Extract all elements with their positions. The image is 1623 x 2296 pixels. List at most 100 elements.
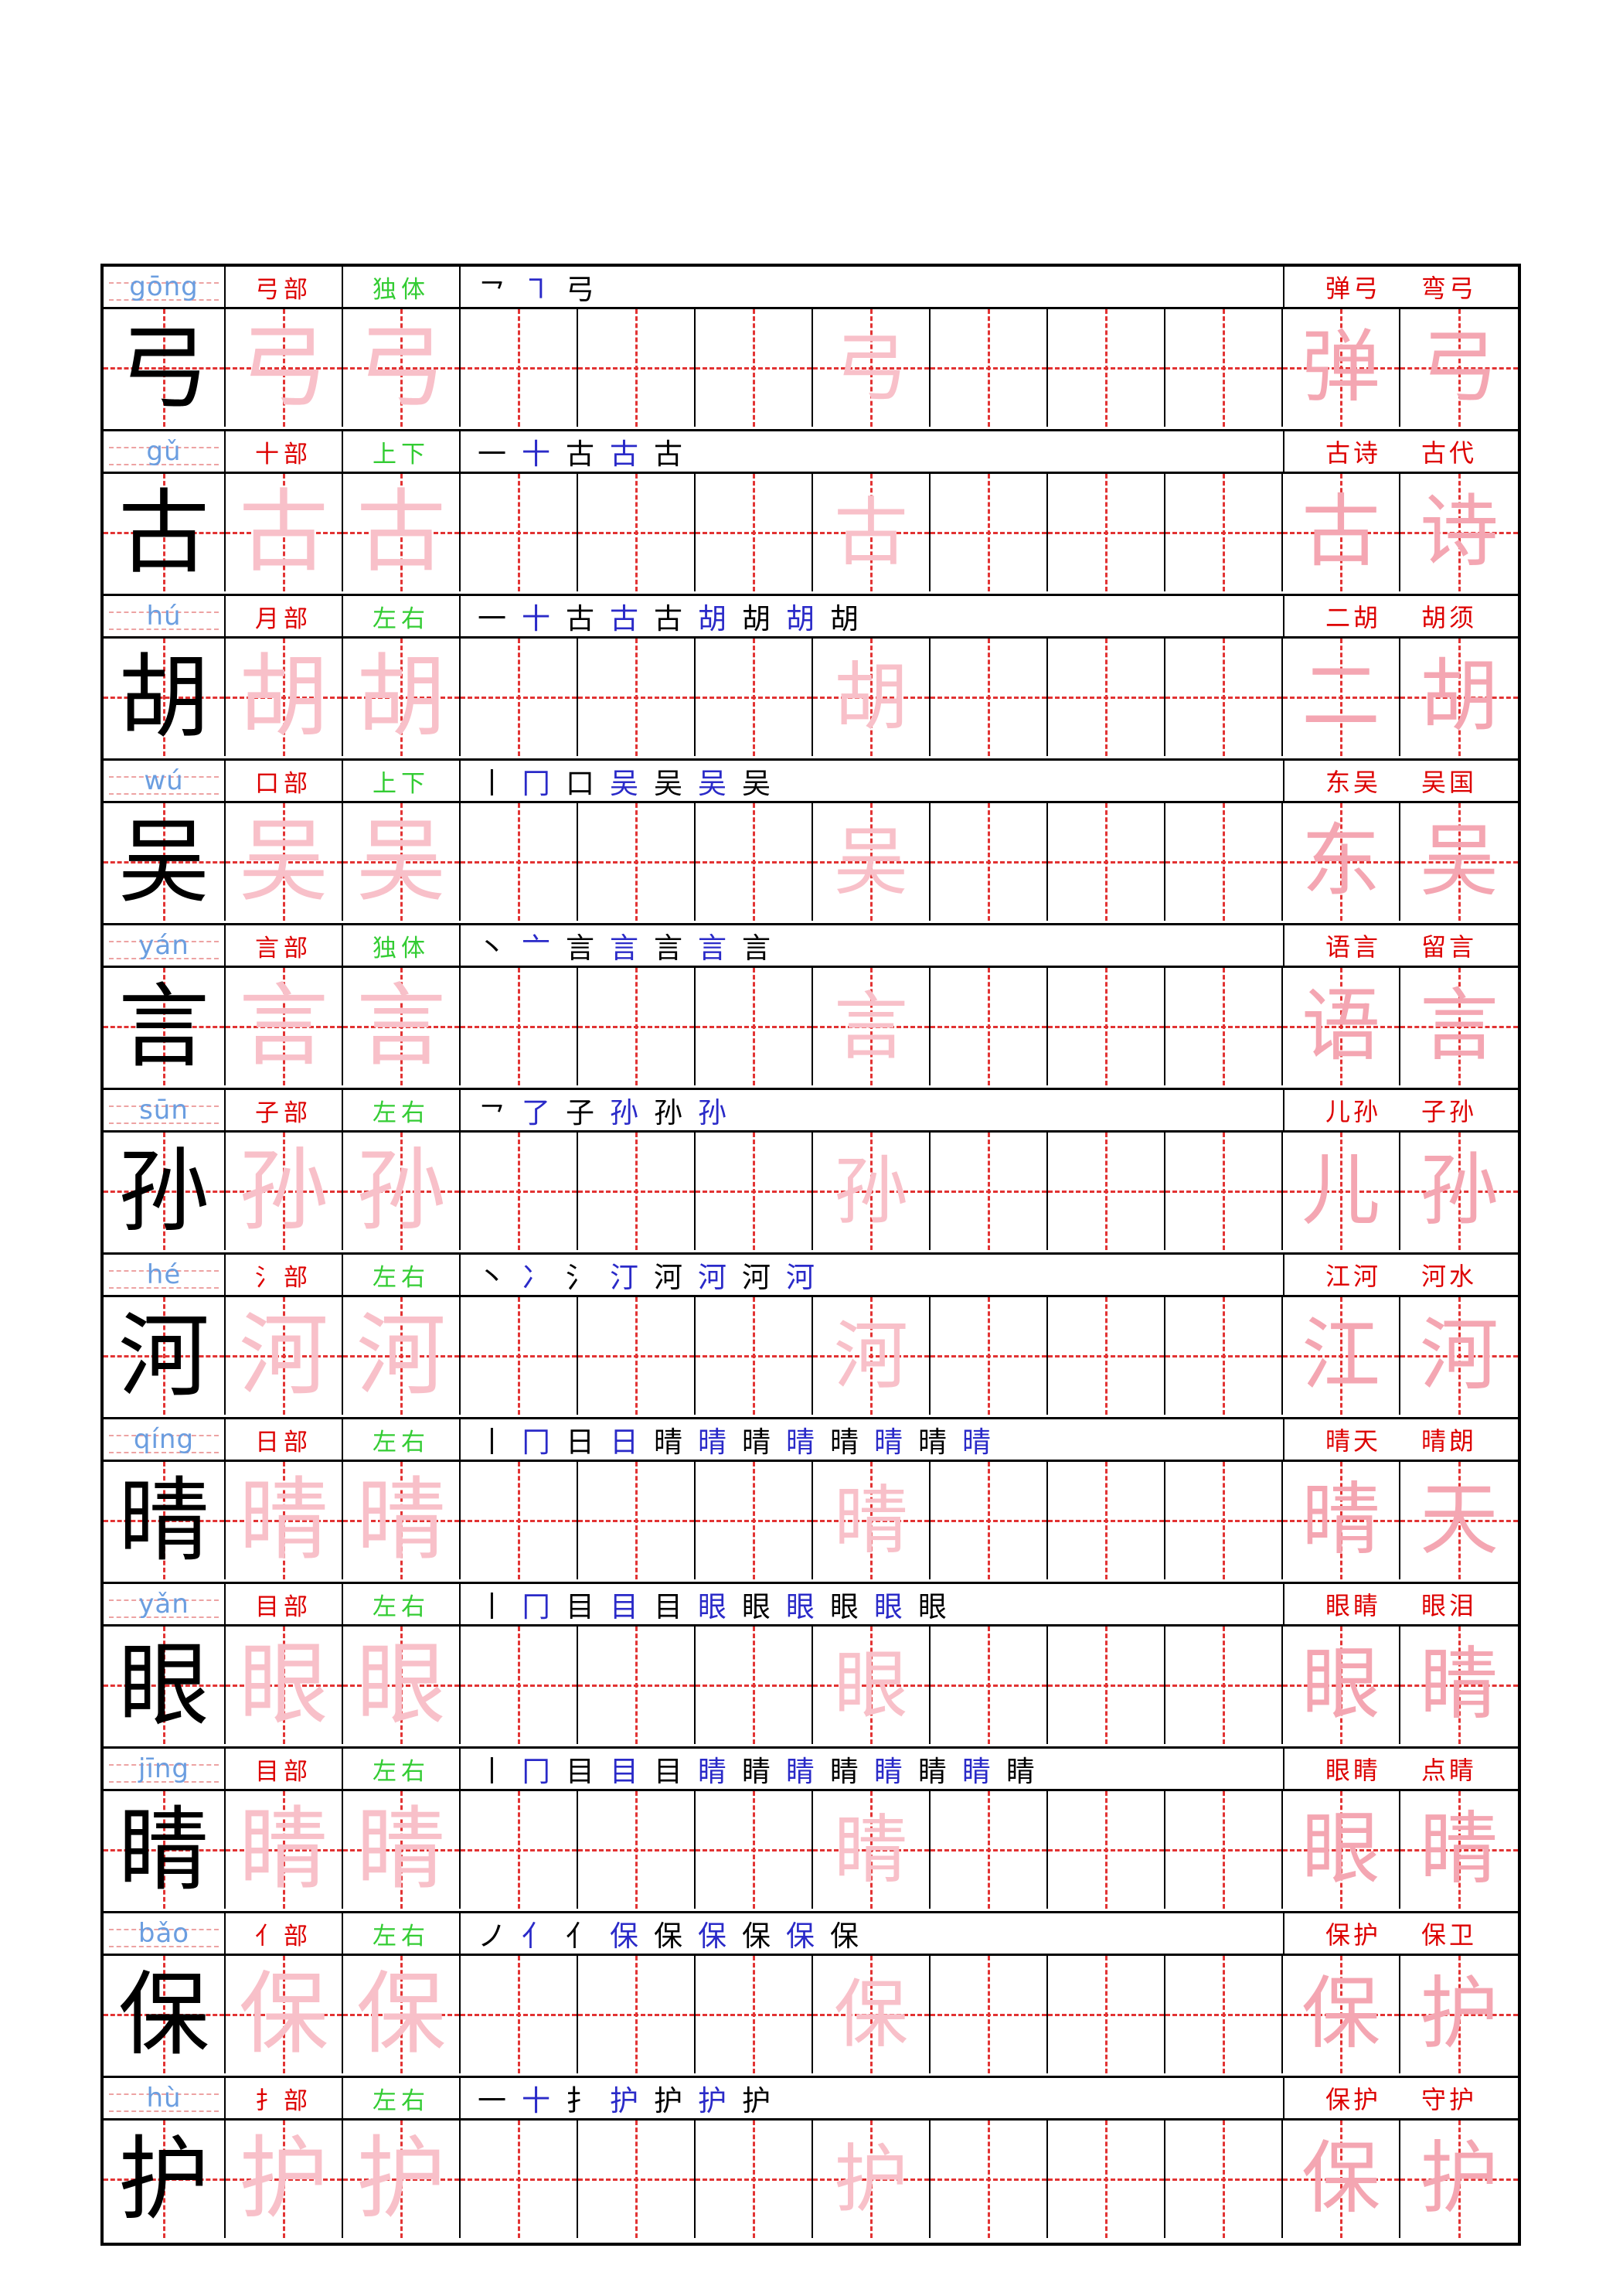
char-block: yǎn 目部 左右 丨冂目目目眼眼眼眼眼眼 眼睛 眼泪 眼 眼眼眼眼睛 [104,1584,1518,1749]
practice-cell [461,1297,578,1415]
practice-cell: 保 [343,1956,461,2073]
practice-cell [1165,1627,1283,1744]
middle-trace-char: 古 [834,489,908,576]
practice-cell [461,474,578,591]
practice-cell [696,1791,813,1909]
stroke-step: 亻 [566,1920,594,1953]
stroke-step: 胡 [698,602,726,635]
stroke-step: 亻 [522,1920,550,1953]
pinyin-cell: gǔ [104,431,226,472]
radical-text: 日部 [255,1428,312,1456]
model-char-cell: 言 [104,968,226,1085]
char-block: jīng 目部 左右 丨冂目目目睛睛睛睛睛睛睛睛 眼睛 点睛 睛 睛睛睛眼睛 [104,1749,1518,1913]
practice-cell [931,1791,1048,1909]
example-word-2: 子孙 [1421,1097,1478,1126]
practice-cell: 吴 [226,803,343,921]
practice-cell [696,474,813,591]
stroke-step: 吴 [610,767,638,800]
structure-text: 左右 [373,1757,430,1786]
structure-cell: 上下 [343,761,461,801]
practice-cell [578,2121,696,2238]
structure-cell: 上下 [343,431,461,472]
example-words-cell: 保护 保卫 [1284,1913,1518,1954]
trace-char: 河 [356,1303,446,1408]
example-words-cell: 晴天 晴朗 [1284,1419,1518,1460]
radical-cell: 十部 [226,431,343,472]
practice-cell [1165,309,1283,427]
pinyin-guideline [109,1764,219,1766]
stroke-step: 护 [698,2084,726,2117]
char-header-row: bǎo 亻部 左右 ノ亻亻保保保保保保 保护 保卫 [104,1913,1518,1956]
practice-cell [461,639,578,756]
practice-cell [461,1627,578,1744]
practice-cell [1165,803,1283,921]
word-trace-char: 护 [1420,2133,1499,2225]
char-block: wú 口部 上下 丨冂口吴吴吴吴 东吴 吴国 吴 吴吴吴东吴 [104,761,1518,925]
radical-cell: 口部 [226,761,343,801]
practice-cell: 吴 [1400,803,1518,921]
structure-cell: 左右 [343,596,461,636]
pinyin-guideline [109,1287,219,1289]
structure-text: 上下 [373,440,430,468]
structure-cell: 独体 [343,267,461,307]
trace-char: 胡 [239,645,328,749]
stroke-order-cell: 丶亠言言言言言 [461,925,1284,966]
pinyin-text: gǔ [146,435,182,467]
trace-char: 古 [239,480,328,584]
trace-char: 睛 [239,1797,328,1902]
practice-cell: 古 [813,474,931,591]
stroke-step: 古 [610,602,638,635]
structure-text: 左右 [373,1593,430,1621]
middle-trace-char: 保 [834,1971,908,2058]
example-word-2: 晴朗 [1421,1426,1478,1456]
example-words-cell: 古诗 古代 [1284,431,1518,472]
stroke-step: 言 [610,932,638,965]
pinyin-guideline [109,793,219,795]
stroke-step: 晴 [830,1426,859,1459]
word-trace-char: 东 [1301,816,1380,908]
pinyin-cell: wú [104,761,226,801]
practice-cell: 护 [813,2121,931,2238]
practice-cell: 睛 [226,1791,343,1909]
pinyin-guideline [109,1599,219,1601]
stroke-step: 晴 [918,1426,947,1459]
middle-trace-char: 孙 [834,1148,908,1235]
char-header-row: yǎn 目部 左右 丨冂目目目眼眼眼眼眼眼 眼睛 眼泪 [104,1584,1518,1627]
practice-cell: 护 [1400,1956,1518,2073]
pinyin-guideline [109,299,219,301]
word-trace-char: 眼 [1301,1639,1380,1731]
practice-cell: 古 [1283,474,1400,591]
practice-cell [578,1133,696,1250]
trace-char: 胡 [356,645,446,749]
middle-trace-char: 弓 [834,325,908,411]
pinyin-cell: bǎo [104,1913,226,1954]
example-words-cell: 二胡 胡须 [1284,596,1518,636]
stroke-step: 晴 [962,1426,991,1459]
radical-cell: 亻部 [226,1913,343,1954]
example-word-1: 语言 [1325,932,1381,962]
trace-char: 言 [356,974,446,1078]
word-trace-char: 言 [1420,980,1499,1072]
stroke-step: 睛 [1006,1755,1035,1788]
model-char-cell: 胡 [104,639,226,756]
char-header-row: wú 口部 上下 丨冂口吴吴吴吴 东吴 吴国 [104,761,1518,803]
practice-cell [931,1297,1048,1415]
practice-cell [1048,1956,1165,2073]
stroke-step: 保 [786,1920,815,1953]
stroke-step: 古 [566,602,594,635]
pinyin-guideline [109,1781,219,1783]
practice-row: 护 护护护保护 [104,2121,1518,2238]
stroke-step: 冂 [522,767,550,800]
practice-cell [1048,1297,1165,1415]
stroke-step: 保 [610,1920,638,1953]
word-trace-char: 江 [1301,1310,1380,1402]
stroke-step: 丨 [478,1426,506,1459]
practice-cell [578,803,696,921]
stroke-step: 吴 [654,767,682,800]
practice-cell: 眼 [1283,1791,1400,1909]
practice-cell: 弓 [226,309,343,427]
radical-text: 弓部 [255,275,312,304]
practice-cell [1165,2121,1283,2238]
practice-cell [696,1462,813,1579]
stroke-step: 十 [522,438,550,471]
